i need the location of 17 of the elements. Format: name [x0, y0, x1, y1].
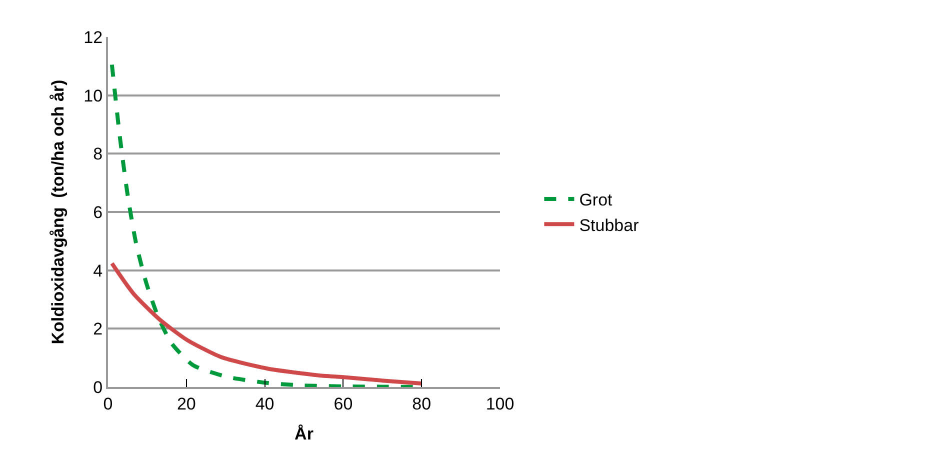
y-tick-label: 10 [84, 86, 103, 106]
line-series [110, 261, 424, 386]
x-tick-label: 80 [412, 394, 432, 414]
legend-label: Grot [579, 190, 613, 210]
legend-label: Stubbar [579, 216, 640, 235]
y-axis-title: Koldioxidavgång (ton/ha och år) [48, 80, 68, 344]
y-tick-label: 8 [93, 144, 103, 164]
y-tick-label: 6 [93, 202, 103, 222]
y-tick-label: 12 [84, 28, 103, 47]
x-tick-label: 40 [255, 394, 274, 414]
x-tick-label: 100 [486, 394, 514, 414]
y-tick-label: 4 [93, 261, 103, 280]
x-tick-label: 20 [176, 394, 196, 414]
x-axis-title: År [294, 424, 314, 444]
x-tick-label: 60 [334, 394, 353, 414]
y-tick-label: 0 [93, 378, 103, 397]
y-tick-label: 2 [93, 320, 103, 339]
